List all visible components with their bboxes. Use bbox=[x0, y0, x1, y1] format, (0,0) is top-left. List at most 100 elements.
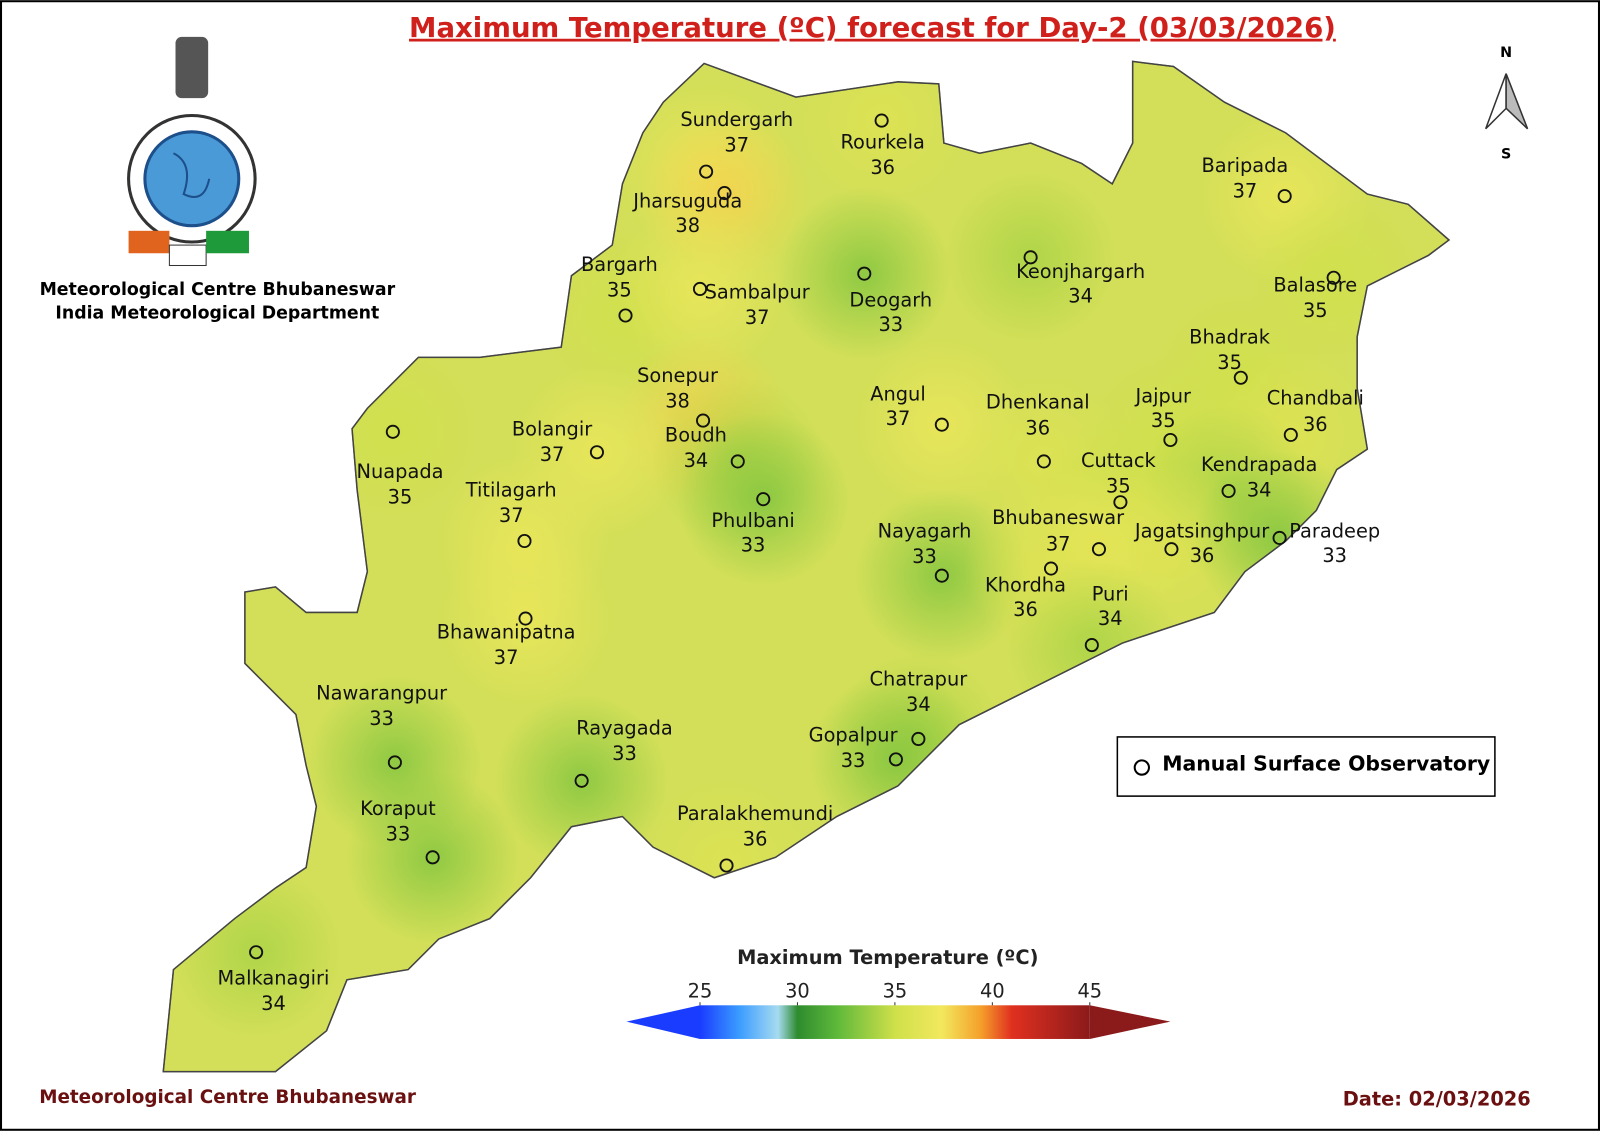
station-marker bbox=[1036, 454, 1051, 469]
station-name: Boudh bbox=[665, 423, 727, 446]
station-marker bbox=[618, 308, 633, 323]
temperature-blob bbox=[345, 770, 520, 945]
station-name: Rourkela bbox=[840, 131, 924, 154]
station-marker bbox=[1164, 542, 1179, 557]
station-marker bbox=[1163, 432, 1178, 448]
station-marker bbox=[934, 568, 949, 583]
station-marker bbox=[730, 454, 745, 469]
station-temp: 33 bbox=[369, 707, 394, 730]
station-temp: 38 bbox=[675, 214, 700, 237]
station-name: Cuttack bbox=[1081, 449, 1157, 472]
station-name: Jagatsinghpur bbox=[1134, 519, 1269, 542]
colorbar-tick-label: 30 bbox=[785, 980, 810, 1003]
station-marker bbox=[1277, 189, 1292, 204]
station-name: Chatrapur bbox=[870, 667, 968, 690]
station-temp: 37 bbox=[540, 443, 565, 466]
station-name: Chandbali bbox=[1267, 387, 1364, 410]
station-marker bbox=[574, 773, 589, 788]
station-marker bbox=[696, 413, 711, 428]
station-marker bbox=[425, 850, 440, 865]
station-name: Deogarh bbox=[849, 289, 932, 312]
station-name: Nayagarh bbox=[878, 519, 972, 542]
station-temp: 33 bbox=[912, 545, 937, 568]
station-name: Nuapada bbox=[357, 460, 444, 483]
station-marker bbox=[857, 266, 872, 281]
state-border bbox=[162, 60, 1451, 1073]
station-name: Bolangir bbox=[512, 417, 592, 440]
station-name: Titilagarh bbox=[465, 479, 557, 502]
temperature-blob bbox=[613, 202, 787, 376]
station-temp: 33 bbox=[878, 313, 903, 336]
station-temp: 35 bbox=[1303, 299, 1328, 322]
station-marker bbox=[1043, 561, 1059, 576]
station-marker bbox=[1283, 427, 1298, 442]
station-name: Malkanagiri bbox=[218, 966, 330, 989]
station-name: Bhubaneswar bbox=[992, 506, 1124, 529]
station-marker bbox=[1326, 270, 1341, 285]
station-name: Keonjhargarh bbox=[1016, 260, 1145, 283]
colorbar-low-arrow bbox=[626, 1005, 700, 1039]
station-temp: 35 bbox=[388, 486, 413, 509]
station-name: Dhenkanal bbox=[986, 391, 1090, 414]
station-marker bbox=[1023, 250, 1038, 265]
station-marker bbox=[888, 752, 903, 767]
station-temp: 36 bbox=[743, 827, 768, 850]
station-marker bbox=[717, 186, 732, 201]
station-marker bbox=[1113, 495, 1128, 510]
station-name: Sonepur bbox=[637, 364, 718, 387]
legend-label: Manual Surface Observatory bbox=[1162, 751, 1490, 775]
station-temp: 37 bbox=[745, 306, 770, 329]
station-name: Rayagada bbox=[576, 716, 673, 739]
footer-date: Date: 02/03/2026 bbox=[1343, 1088, 1531, 1111]
station-marker bbox=[249, 945, 264, 960]
temperature-blob bbox=[438, 531, 613, 706]
station-temp: 37 bbox=[724, 134, 749, 157]
colorbar: 25 30 35 40 45 bbox=[626, 980, 1171, 1039]
station-temp: 36 bbox=[1025, 416, 1050, 439]
colorbar-bar bbox=[700, 1005, 1090, 1039]
station-marker bbox=[699, 164, 714, 179]
station-marker bbox=[934, 417, 949, 432]
station-name: Angul bbox=[870, 383, 926, 406]
station-temp: 33 bbox=[1322, 544, 1347, 567]
station-marker bbox=[1233, 370, 1248, 385]
station-temp: 34 bbox=[684, 449, 709, 472]
station-marker bbox=[1084, 638, 1099, 653]
station-name: Sambalpur bbox=[705, 281, 810, 304]
station-name: Jajpur bbox=[1135, 385, 1192, 408]
station-name: Jharsuguda bbox=[632, 190, 742, 213]
compass-north: N bbox=[1500, 45, 1512, 61]
station-marker bbox=[518, 611, 533, 626]
station-name: Bargarh bbox=[581, 253, 658, 276]
station-marker bbox=[387, 755, 402, 770]
colorbar-high-arrow bbox=[1089, 1005, 1171, 1039]
station-temp: 36 bbox=[870, 156, 895, 179]
station-name: Kendrapada bbox=[1201, 453, 1317, 476]
station-name: Bhawanipatna bbox=[437, 620, 576, 643]
station-marker bbox=[1272, 530, 1287, 545]
station-temp: 36 bbox=[1190, 544, 1215, 567]
station-marker bbox=[385, 424, 400, 439]
station-temp: 35 bbox=[1217, 351, 1242, 374]
station-temp: 37 bbox=[886, 407, 911, 430]
station-name: Nawarangpur bbox=[316, 682, 447, 705]
station-name: Bhadrak bbox=[1189, 325, 1271, 348]
station-name: Phulbani bbox=[711, 509, 794, 532]
colorbar-title: Maximum Temperature (ºC) bbox=[737, 946, 1038, 969]
station-marker bbox=[911, 731, 926, 747]
station-marker bbox=[1091, 542, 1107, 557]
station-temp: 35 bbox=[1106, 474, 1131, 497]
station-name: Baripada bbox=[1201, 154, 1288, 177]
station-temp: 35 bbox=[1151, 409, 1176, 432]
station-temp: 37 bbox=[499, 504, 524, 527]
footer-left: Meteorological Centre Bhubaneswar bbox=[39, 1087, 416, 1108]
temperature-blob bbox=[676, 412, 850, 586]
station-temp: 35 bbox=[607, 279, 632, 302]
station-temp: 34 bbox=[1247, 479, 1272, 502]
temperature-blob bbox=[943, 170, 1118, 345]
station-marker bbox=[692, 281, 708, 297]
station-temp: 33 bbox=[841, 749, 866, 772]
station-name: Khordha bbox=[985, 573, 1066, 596]
